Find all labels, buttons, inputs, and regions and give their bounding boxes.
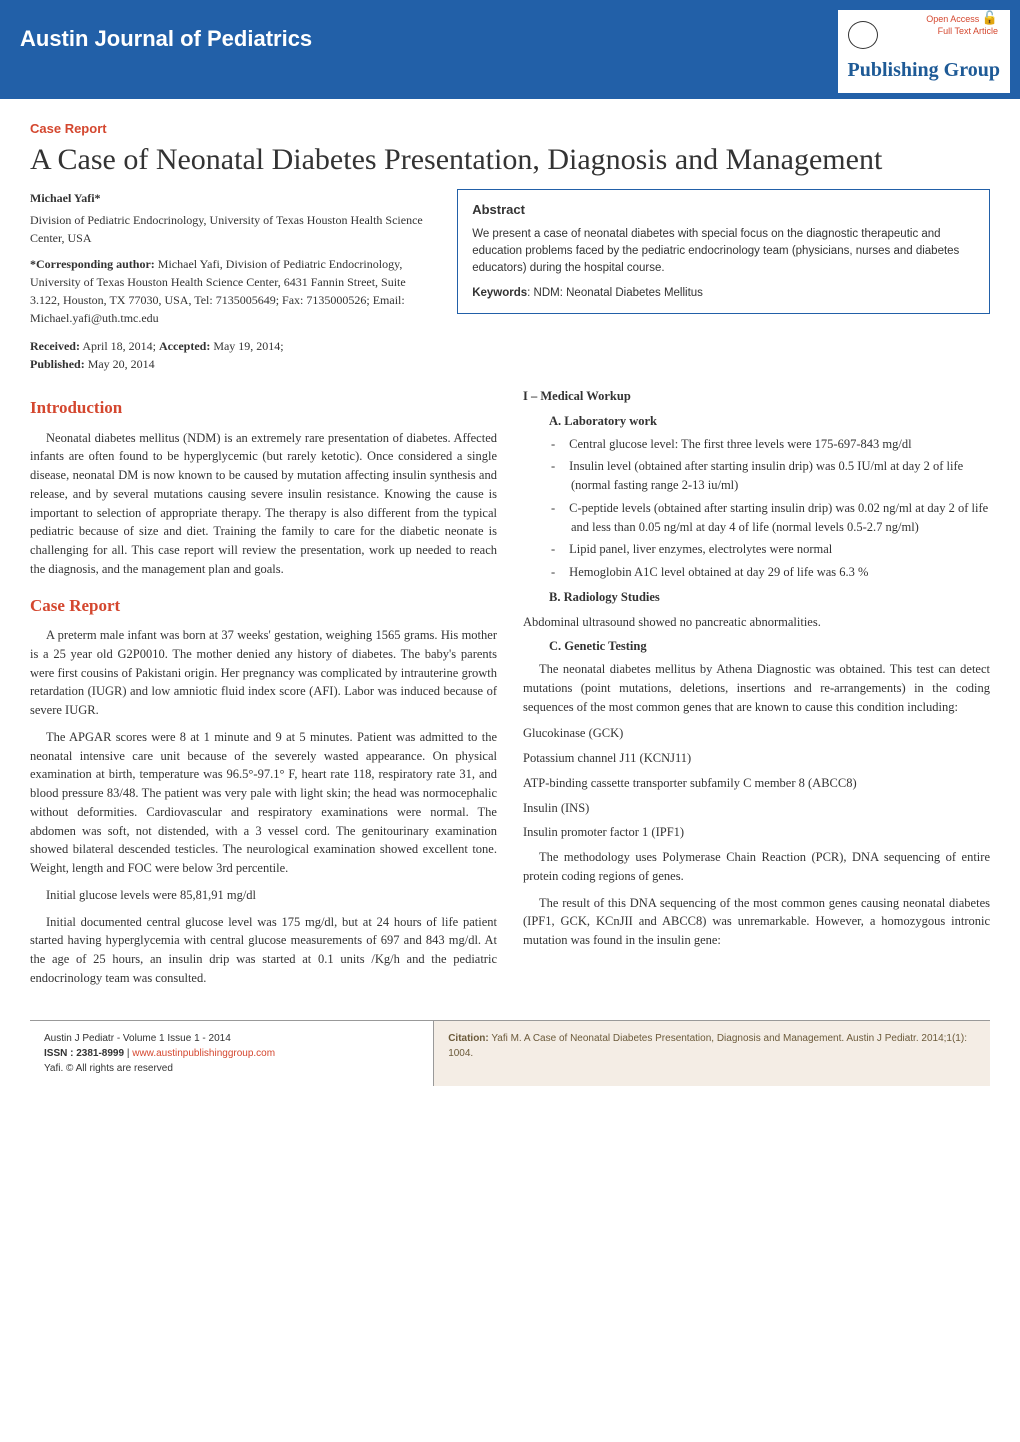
article-dates: Received: April 18, 2014; Accepted: May … <box>30 337 433 373</box>
right-body-column: I – Medical Workup A. Laboratory work Ce… <box>523 381 990 996</box>
case-report-heading: Case Report <box>30 593 497 619</box>
gene-item: Glucokinase (GCK) <box>523 724 990 743</box>
citation-label: Citation: <box>448 1033 489 1044</box>
article-type-label: Case Report <box>30 119 990 139</box>
genetic-p3: The result of this DNA sequencing of the… <box>523 894 990 950</box>
corresponding-label: *Corresponding author: <box>30 257 155 271</box>
article-title: A Case of Neonatal Diabetes Presentation… <box>30 143 990 178</box>
citation-text: Yafi M. A Case of Neonatal Diabetes Pres… <box>448 1033 967 1059</box>
gene-item: Insulin (INS) <box>523 799 990 818</box>
journal-header: Austin Journal of Pediatrics Open Access… <box>0 4 1020 99</box>
body-columns: Introduction Neonatal diabetes mellitus … <box>30 381 990 996</box>
publisher-subname: Publishing Group <box>848 55 1000 85</box>
genetic-p2: The methodology uses Polymerase Chain Re… <box>523 848 990 886</box>
open-access-badge: Open Access 🔓 Full Text Article <box>926 10 998 36</box>
author-block: Michael Yafi* Division of Pediatric Endo… <box>30 189 433 373</box>
accepted-label: Accepted: <box>159 339 210 353</box>
introduction-heading: Introduction <box>30 395 497 421</box>
section-b-label: B. Radiology Studies <box>549 588 990 607</box>
open-access-line1: Open Access <box>926 14 979 24</box>
keywords-label: Keywords <box>472 287 527 299</box>
received-date: April 18, 2014; <box>80 339 159 353</box>
lab-item: Lipid panel, liver enzymes, electrolytes… <box>571 540 990 559</box>
gene-item: Potassium channel J11 (KCNJ11) <box>523 749 990 768</box>
case-p4: Initial documented central glucose level… <box>30 913 497 988</box>
keywords-text: : NDM: Neonatal Diabetes Mellitus <box>527 287 703 299</box>
author-affiliation: Division of Pediatric Endocrinology, Uni… <box>30 211 433 247</box>
lab-item: Hemoglobin A1C level obtained at day 29 … <box>571 563 990 582</box>
footer-website-link[interactable]: www.austinpublishinggroup.com <box>132 1048 275 1059</box>
abstract-box: Abstract We present a case of neonatal d… <box>457 189 990 314</box>
gene-item: Insulin promoter factor 1 (IPF1) <box>523 823 990 842</box>
left-body-column: Introduction Neonatal diabetes mellitus … <box>30 381 497 996</box>
publisher-block: Open Access 🔓 Full Text Article AAustin … <box>838 10 1010 93</box>
received-label: Received: <box>30 339 80 353</box>
radiology-text: Abdominal ultrasound showed no pancreati… <box>523 613 990 632</box>
footer-issn: ISSN : 2381-8999 <box>44 1048 124 1059</box>
journal-name: Austin Journal of Pediatrics <box>20 22 312 55</box>
intro-paragraph: Neonatal diabetes mellitus (NDM) is an e… <box>30 429 497 579</box>
lab-item: Insulin level (obtained after starting i… <box>571 457 990 495</box>
corresponding-author: *Corresponding author: Michael Yafi, Div… <box>30 255 433 327</box>
published-label: Published: <box>30 357 85 371</box>
workup-heading: I – Medical Workup <box>523 387 990 406</box>
lab-item: C-peptide levels (obtained after startin… <box>571 499 990 537</box>
abstract-heading: Abstract <box>472 200 975 220</box>
genetic-p1: The neonatal diabetes mellitus by Athena… <box>523 660 990 716</box>
open-access-line2: Full Text Article <box>938 26 998 36</box>
abstract-text: We present a case of neonatal diabetes w… <box>472 226 975 278</box>
section-a-label: A. Laboratory work <box>549 412 990 431</box>
page-footer: Austin J Pediatr - Volume 1 Issue 1 - 20… <box>30 1020 990 1086</box>
case-p2: The APGAR scores were 8 at 1 minute and … <box>30 728 497 878</box>
gene-item: ATP-binding cassette transporter subfami… <box>523 774 990 793</box>
footer-left: Austin J Pediatr - Volume 1 Issue 1 - 20… <box>30 1021 433 1086</box>
accepted-date: May 19, 2014; <box>210 339 283 353</box>
footer-copyright: Yafi. © All rights are reserved <box>44 1063 173 1074</box>
footer-citation-box: Citation: Yafi M. A Case of Neonatal Dia… <box>433 1021 990 1086</box>
keywords-line: Keywords: NDM: Neonatal Diabetes Mellitu… <box>472 285 975 302</box>
publisher-logo-icon: A <box>848 21 878 49</box>
published-date: May 20, 2014 <box>85 357 155 371</box>
article-content: Case Report A Case of Neonatal Diabetes … <box>0 99 1020 1106</box>
section-c-label: C. Genetic Testing <box>549 637 990 656</box>
lab-item: Central glucose level: The first three l… <box>571 435 990 454</box>
abstract-column: Abstract We present a case of neonatal d… <box>457 189 990 373</box>
case-p3: Initial glucose levels were 85,81,91 mg/… <box>30 886 497 905</box>
metadata-row: Michael Yafi* Division of Pediatric Endo… <box>30 189 990 373</box>
case-p1: A preterm male infant was born at 37 wee… <box>30 626 497 720</box>
footer-volume-issue: Austin J Pediatr - Volume 1 Issue 1 - 20… <box>44 1033 231 1044</box>
author-name: Michael Yafi* <box>30 189 433 207</box>
